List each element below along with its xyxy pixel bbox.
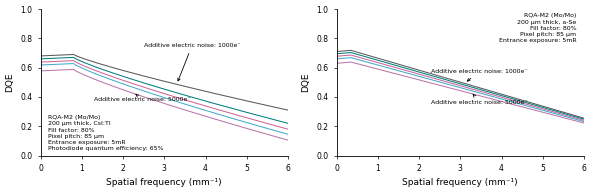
X-axis label: Spatial frequency (mm⁻¹): Spatial frequency (mm⁻¹) bbox=[107, 179, 222, 187]
X-axis label: Spatial frequency (mm⁻¹): Spatial frequency (mm⁻¹) bbox=[403, 179, 518, 187]
Y-axis label: DQE: DQE bbox=[301, 73, 311, 92]
Text: Additive electric noise: 5000e⁻: Additive electric noise: 5000e⁻ bbox=[432, 95, 528, 105]
Text: RQA-M2 (Mo/Mo)
200 μm thick, CsI:Tl
Fill factor: 80%
Pixel pitch: 85 μm
Entrance: RQA-M2 (Mo/Mo) 200 μm thick, CsI:Tl Fill… bbox=[48, 115, 163, 151]
Text: Additive electric noise: 1000e⁻: Additive electric noise: 1000e⁻ bbox=[432, 69, 528, 81]
Text: Additive electric noise: 1000e⁻: Additive electric noise: 1000e⁻ bbox=[144, 43, 240, 81]
Text: RQA-M2 (Mo/Mo)
200 μm thick, a-Se
Fill factor: 80%
Pixel pitch: 85 μm
Entrance e: RQA-M2 (Mo/Mo) 200 μm thick, a-Se Fill f… bbox=[499, 14, 577, 43]
Y-axis label: DQE: DQE bbox=[5, 73, 15, 92]
Text: Additive electric noise: 5000e⁻: Additive electric noise: 5000e⁻ bbox=[94, 94, 191, 102]
